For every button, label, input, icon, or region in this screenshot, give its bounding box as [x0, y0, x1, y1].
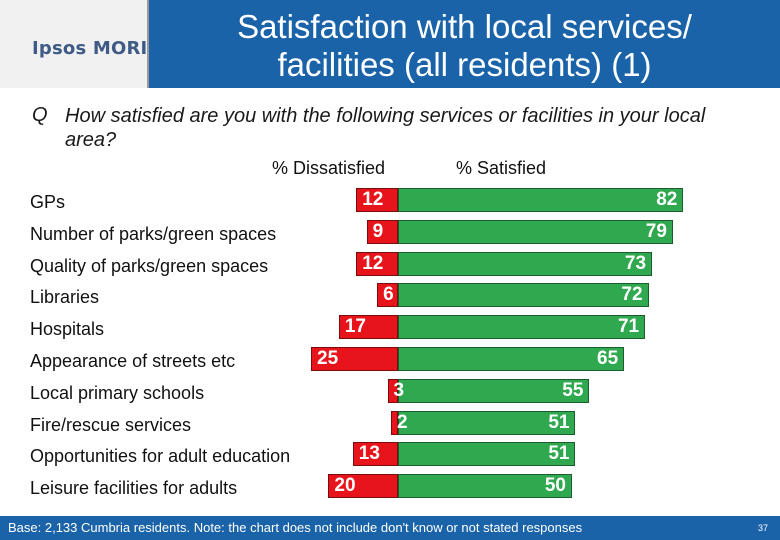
bar-satisfied — [398, 379, 590, 403]
bar-dissatisfied — [352, 442, 398, 466]
bar-dissatisfied — [356, 252, 398, 276]
value-label-satisfied: 79 — [645, 221, 667, 242]
value-label-dissatisfied: 12 — [362, 189, 384, 210]
bar-dissatisfied — [366, 220, 398, 244]
bar-dissatisfied — [356, 188, 398, 212]
page-title-line-1: Satisfaction with local services/ — [237, 8, 692, 45]
category-label: Libraries — [30, 287, 100, 307]
logo-panel: Ipsos MORI — [0, 0, 149, 88]
category-label: Number of parks/green spaces — [30, 224, 277, 244]
category-label: GPs — [30, 192, 66, 212]
legend-dissatisfied: % Dissatisfied — [272, 158, 386, 178]
value-label-dissatisfied: 6 — [383, 284, 394, 305]
page-title: Satisfaction with local services/ facili… — [149, 8, 780, 84]
category-label: Local primary schools — [30, 383, 205, 403]
bar-satisfied — [398, 411, 576, 435]
page-number: 37 — [757, 523, 768, 533]
bar-dissatisfied — [387, 379, 398, 403]
category-label: Leisure facilities for adults — [30, 478, 238, 498]
value-label-dissatisfied: 13 — [358, 443, 380, 464]
value-label-satisfied: 50 — [544, 475, 566, 496]
page-title-line-2: facilities (all residents) (1) — [277, 46, 652, 83]
bar-dissatisfied — [311, 347, 398, 371]
category-label: Opportunities for adult education — [30, 446, 291, 466]
value-label-dissatisfied: 20 — [334, 475, 356, 496]
ipsos-mori-logo: Ipsos MORI — [32, 38, 148, 59]
value-label-dissatisfied: 9 — [372, 221, 384, 242]
value-label-satisfied: 55 — [562, 380, 584, 401]
value-label-satisfied: 71 — [617, 316, 640, 337]
value-label-satisfied: 82 — [656, 189, 678, 210]
value-label-dissatisfied: 3 — [393, 380, 405, 401]
value-label-satisfied: 51 — [548, 412, 570, 433]
footer-note: Base: 2,133 Cumbria residents. Note: the… — [8, 520, 583, 535]
question-text: How satisfied are you with the following… — [65, 105, 706, 151]
category-label: Fire/rescue services — [30, 415, 192, 435]
value-label-dissatisfied: 25 — [317, 348, 339, 369]
value-label-satisfied: 72 — [621, 284, 643, 305]
bar-satisfied — [398, 347, 625, 371]
bar-satisfied — [398, 252, 653, 276]
bar-dissatisfied — [391, 411, 398, 435]
value-label-satisfied: 73 — [624, 253, 647, 274]
bar-dissatisfied — [328, 474, 398, 498]
category-label: Quality of parks/green spaces — [30, 256, 269, 276]
value-label-satisfied: 51 — [548, 443, 570, 464]
value-label-dissatisfied: 2 — [397, 412, 408, 433]
bar-satisfied — [398, 315, 646, 339]
title-bar: Satisfaction with local services/ facili… — [149, 0, 780, 88]
bar-dissatisfied — [338, 315, 398, 339]
bar-dissatisfied — [377, 283, 398, 307]
bar-satisfied — [398, 474, 572, 498]
value-label-satisfied: 65 — [597, 348, 619, 369]
bar-satisfied — [398, 442, 576, 466]
legend-satisfied: % Satisfied — [456, 158, 547, 178]
category-label: Appearance of streets etc — [30, 351, 236, 371]
footer-bar: Base: 2,133 Cumbria residents. Note: the… — [0, 516, 780, 540]
value-label-dissatisfied: 17 — [344, 316, 366, 337]
question-prefix: Q — [32, 104, 48, 126]
bar-satisfied — [398, 283, 649, 307]
category-label: Hospitals — [30, 319, 105, 339]
bar-satisfied — [398, 188, 684, 212]
value-label-dissatisfied: 12 — [362, 253, 384, 274]
bar-satisfied — [398, 220, 673, 244]
